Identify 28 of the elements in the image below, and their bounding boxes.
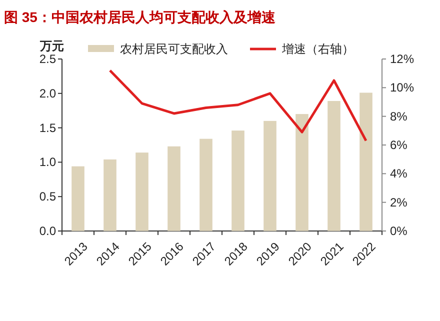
bar [168,146,180,231]
y2-tick-label: 4% [390,166,408,181]
y2-tick-label: 0% [390,224,408,238]
y-tick-label: 2.5 [39,52,56,66]
bar [72,166,84,231]
y-tick-label: 1.0 [39,155,56,170]
legend-label: 增速（右轴） [281,42,354,56]
bar [104,159,116,231]
bar [296,114,308,231]
legend-label: 农村居民可支配收入 [120,42,228,56]
y-tick-label: 0.0 [39,224,56,238]
bar [136,152,148,231]
y2-tick-label: 12% [390,52,414,66]
y-tick-label: 1.5 [39,120,56,135]
bar [328,100,340,231]
y2-tick-label: 8% [390,109,408,124]
line-series [108,69,368,142]
bar [264,120,276,231]
y-tick-label: 0.5 [39,190,56,204]
bar [360,92,372,231]
bar [232,130,244,231]
bar [200,138,212,231]
y2-tick-label: 6% [390,138,408,152]
y-axis-title: 万元 [39,39,64,53]
y-tick-label: 2.0 [39,86,56,100]
y2-tick-label: 10% [390,80,414,95]
y2-tick-label: 2% [390,195,408,210]
chart-title: 图 35：中国农村居民人均可支配收入及增速 [4,9,276,25]
